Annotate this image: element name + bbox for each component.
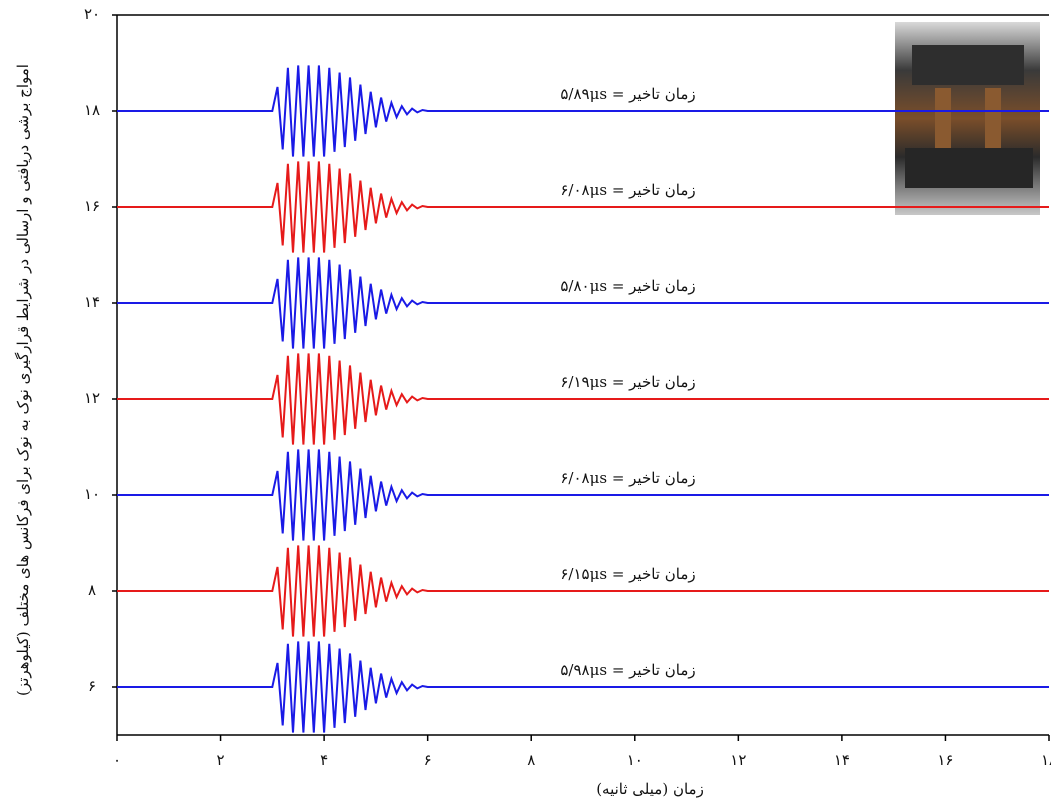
delay-annotation: زمان تاخیر = ۶/۱۵μs: [560, 565, 695, 583]
waveform: [117, 545, 1049, 637]
x-tick-label: ۲: [217, 751, 225, 769]
delay-annotation: زمان تاخیر = ۶/۰۸μs: [560, 181, 695, 199]
x-tick-label: ۰: [113, 751, 121, 769]
y-tick-label: ۲۰: [84, 5, 100, 23]
y-tick-label: ۱۶: [84, 197, 100, 215]
y-tick-label: ۱۲: [84, 389, 100, 407]
delay-annotation: زمان تاخیر = ۵/۸۹μs: [560, 85, 695, 103]
x-tick-label: ۱۶: [937, 751, 953, 769]
waveform: [117, 353, 1049, 445]
y-tick-label: ۱۰: [84, 485, 100, 503]
delay-annotation: زمان تاخیر = ۵/۸۰μs: [560, 277, 695, 295]
x-tick-label: ۴: [320, 751, 328, 769]
waveform: [117, 161, 1049, 253]
waveform: [117, 449, 1049, 541]
x-axis-label: زمان (میلی ثانیه): [596, 780, 704, 798]
x-tick-label: ۱۴: [834, 751, 850, 769]
delay-annotation: زمان تاخیر = ۶/۰۸μs: [560, 469, 695, 487]
x-tick-label: ۱۲: [730, 751, 746, 769]
y-tick-label: ۶: [88, 677, 96, 695]
x-tick-label: ۸: [527, 751, 535, 769]
photo: [895, 22, 1040, 215]
y-axis-label: امواج برشی دریافتی و ارسالی در شرایط قرا…: [14, 64, 32, 696]
x-tick-label: ۱۸: [1041, 751, 1051, 769]
waveform: [117, 257, 1049, 349]
delay-annotation: زمان تاخیر = ۵/۹۸μs: [560, 661, 695, 679]
y-tick-label: ۱۸: [84, 101, 100, 119]
y-tick-label: ۸: [88, 581, 96, 599]
waveform: [117, 65, 1049, 157]
x-tick-label: ۶: [424, 751, 432, 769]
waveform: [117, 641, 1049, 733]
x-tick-label: ۱۰: [627, 751, 643, 769]
y-tick-label: ۱۴: [84, 293, 100, 311]
delay-annotation: زمان تاخیر = ۶/۱۹μs: [560, 373, 695, 391]
